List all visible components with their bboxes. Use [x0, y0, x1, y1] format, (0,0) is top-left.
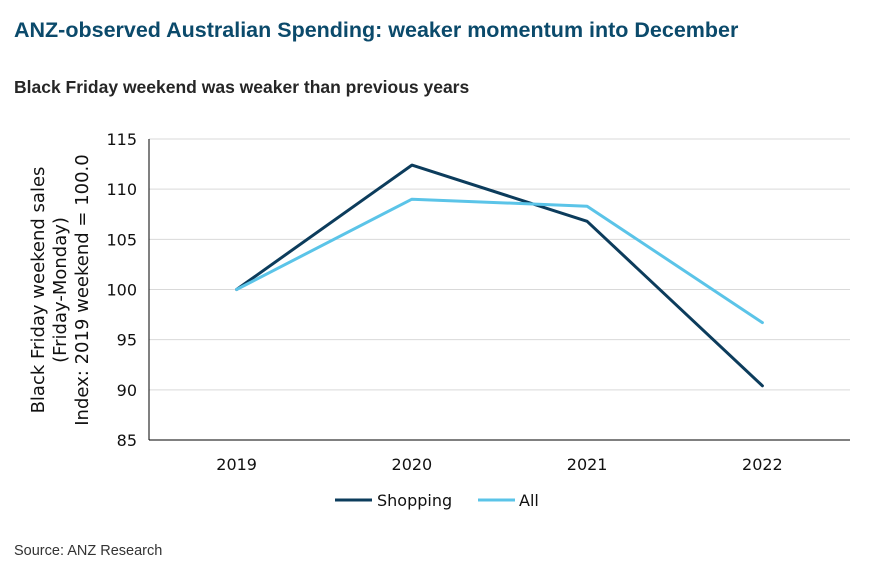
- y-axis-label: Black Friday weekend sales(Friday-Monday…: [28, 154, 93, 426]
- series-line-shopping: [235, 163, 764, 388]
- x-tick-label: 2020: [392, 455, 433, 474]
- y-tick-labels: 85 90 95 100 105 110 115: [106, 130, 137, 450]
- axes: [148, 139, 850, 441]
- y-tick-label: 90: [117, 381, 137, 400]
- y-tick-label: 85: [117, 431, 137, 450]
- x-tick-label: 2021: [567, 455, 608, 474]
- x-tick-label: 2022: [742, 455, 783, 474]
- y-tick-label: 105: [106, 230, 137, 249]
- chart-subtitle: Black Friday weekend was weaker than pre…: [14, 77, 470, 97]
- chart-title: ANZ-observed Australian Spending: weaker…: [14, 18, 739, 42]
- grid-lines: [149, 138, 850, 391]
- series-lines: [235, 163, 764, 388]
- y-axis-title: Black Friday weekend sales(Friday-Monday…: [28, 154, 93, 426]
- x-tick-label: 2019: [216, 455, 257, 474]
- y-tick-label: 100: [106, 281, 137, 300]
- y-tick-label: 95: [117, 331, 137, 350]
- legend: Shopping All: [335, 491, 539, 510]
- series-line-all: [235, 197, 764, 325]
- legend-label-all: All: [519, 491, 539, 510]
- y-tick-label: 110: [106, 180, 137, 199]
- y-axis-title-line: Black Friday weekend sales: [28, 167, 49, 414]
- legend-label-shopping: Shopping: [377, 491, 452, 510]
- y-tick-label: 115: [106, 130, 137, 149]
- source-note: Source: ANZ Research: [14, 543, 163, 559]
- x-tick-labels: 2019 2020 2021 2022: [216, 455, 782, 474]
- y-axis-title-line: Index: 2019 weekend = 100.0: [72, 154, 93, 426]
- y-axis-title-line: (Friday-Monday): [50, 217, 71, 363]
